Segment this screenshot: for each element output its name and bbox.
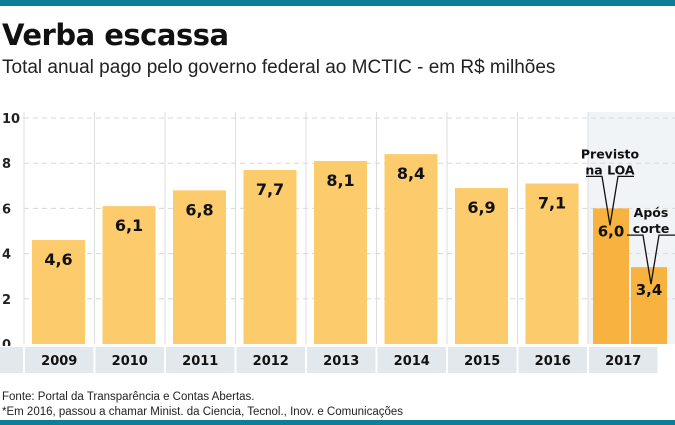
- x-label-cell: [589, 347, 658, 373]
- y-tick-label: 8: [2, 157, 11, 172]
- bar: [455, 188, 508, 344]
- x-tick-label: 2014: [394, 354, 430, 369]
- x-tick-label: 2016: [535, 354, 571, 369]
- chart-title: Verba escassa: [2, 18, 229, 52]
- x-label-cell: [236, 347, 305, 373]
- bar-value-label: 3,4: [636, 281, 663, 299]
- y-tick-label: 2: [2, 293, 11, 308]
- x-tick-label: 2009: [41, 354, 77, 369]
- bar-value-label: 6,1: [115, 216, 143, 235]
- bar: [243, 169, 297, 344]
- bar-value-label: 6,0: [598, 222, 625, 240]
- x-label-cell: [307, 347, 376, 373]
- annotation-callout: [586, 175, 634, 226]
- x-label-cell: [166, 347, 235, 373]
- annotation-text: corte: [633, 221, 670, 236]
- footnote: *Em 2016, passou a chamar Minist. da Cie…: [2, 406, 404, 418]
- x-label-cell: [95, 347, 164, 373]
- bar-value-label: 4,6: [44, 250, 72, 269]
- x-label-cell: [0, 347, 23, 373]
- x-tick-label: 2012: [253, 354, 289, 369]
- y-tick-label: 6: [2, 202, 11, 217]
- bar-value-label: 6,8: [185, 200, 213, 219]
- bar: [32, 240, 85, 344]
- y-tick-label: 10: [2, 112, 20, 127]
- y-tick-label: 0: [2, 338, 11, 353]
- bar-value-label: 8,4: [397, 164, 425, 183]
- x-label-cell: [377, 347, 446, 373]
- chart-subtitle: Total anual pago pelo governo federal ao…: [2, 57, 556, 78]
- source-note: Fonte: Portal da Transparência e Contas …: [2, 391, 255, 403]
- notes: Fonte: Portal da Transparência e Contas …: [2, 390, 403, 420]
- x-tick-label: 2011: [182, 354, 218, 369]
- bar-value-label: 8,1: [326, 171, 354, 190]
- top-accent-bar: [0, 0, 675, 6]
- x-label-cell: [448, 347, 517, 373]
- annotation-text: na LOA: [585, 162, 634, 177]
- bar: [314, 160, 367, 344]
- bar: [102, 206, 156, 344]
- annotation-callout: [627, 234, 675, 285]
- x-tick-label: 2010: [112, 354, 148, 369]
- bar-2017: [631, 267, 667, 344]
- y-tick-label: 4: [2, 248, 11, 263]
- x-tick-label: 2015: [464, 354, 500, 369]
- bar: [173, 190, 226, 344]
- bar-value-label: 6,9: [467, 198, 495, 217]
- bar-value-label: 7,1: [538, 194, 566, 213]
- annotation-text: Após: [634, 205, 669, 220]
- x-label-cell: [518, 347, 587, 373]
- bar: [525, 183, 579, 344]
- bottom-accent-bar: [0, 420, 675, 425]
- bar-2017: [593, 208, 629, 344]
- x-tick-label: 2013: [323, 354, 359, 369]
- bar-value-label: 7,7: [256, 180, 284, 199]
- x-tick-label: 2017: [605, 354, 641, 369]
- bar: [384, 154, 438, 344]
- annotation-text: Previsto: [581, 146, 640, 161]
- x-label-cell: [25, 347, 94, 373]
